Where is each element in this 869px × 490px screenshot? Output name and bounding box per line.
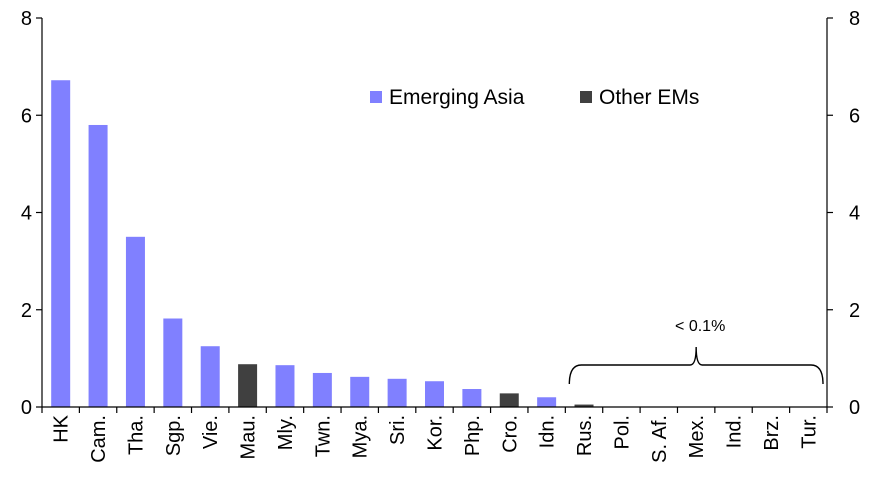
x-tick-label: Brz. bbox=[761, 415, 783, 451]
annotations: < 0.1% bbox=[568, 318, 824, 385]
x-tick-label: Tha. bbox=[125, 415, 147, 455]
bar-sri bbox=[387, 378, 407, 407]
legend-swatch-emerging-asia bbox=[370, 91, 382, 103]
bar-sgp bbox=[163, 318, 183, 407]
bar-rus bbox=[574, 404, 594, 407]
legend-label-other-ems: Other EMs bbox=[599, 86, 699, 109]
bar-cro bbox=[499, 393, 519, 407]
x-tick-label: Twn. bbox=[312, 415, 334, 457]
x-tick-label: Mex. bbox=[686, 415, 708, 458]
x-tick-label: Cro. bbox=[499, 415, 521, 453]
x-tick-label: Php. bbox=[462, 415, 484, 456]
right-y-tick-label: 2 bbox=[849, 300, 860, 322]
bar-hk bbox=[51, 80, 71, 408]
bar-kor bbox=[425, 381, 444, 407]
right-y-tick-label: 0 bbox=[849, 397, 860, 419]
annotation-brace bbox=[568, 346, 824, 385]
x-tick-label: Mly. bbox=[275, 415, 297, 450]
bar-idn bbox=[537, 397, 557, 407]
x-tick-label: Sgp. bbox=[163, 415, 185, 456]
axes: 0 0 2 2 4 4 6 6 8 8 HK Cam. Tha. Sgp. Vie. Mau. Mly. Twn.… bbox=[21, 8, 860, 463]
legend: Emerging Asia Other EMs bbox=[370, 86, 699, 109]
bar-cam bbox=[88, 124, 108, 407]
x-tick-label: Tur. bbox=[798, 415, 820, 449]
left-y-tick-label: 4 bbox=[21, 203, 32, 225]
left-y-tick-label: 8 bbox=[21, 8, 32, 30]
left-y-tick-label: 0 bbox=[21, 397, 32, 419]
x-tick-label: Rus. bbox=[574, 415, 596, 456]
bar-php bbox=[462, 389, 482, 407]
right-y-tick-label: 8 bbox=[849, 8, 860, 30]
x-tick-label: Mya. bbox=[350, 415, 372, 458]
bar-mau bbox=[238, 364, 258, 407]
left-y-tick-label: 6 bbox=[21, 105, 32, 127]
legend-swatch-other-ems bbox=[580, 91, 592, 103]
right-y-tick-label: 6 bbox=[849, 105, 860, 127]
legend-label-emerging-asia: Emerging Asia bbox=[389, 86, 525, 109]
left-y-tick-label: 2 bbox=[21, 300, 32, 322]
x-tick-label: Vie. bbox=[200, 415, 222, 449]
bar-mya bbox=[350, 376, 370, 407]
x-tick-label: Ind. bbox=[724, 415, 746, 448]
plot-area bbox=[51, 80, 594, 408]
x-tick-label: Idn. bbox=[537, 415, 559, 448]
bar-mly bbox=[275, 365, 295, 407]
bar-twn bbox=[312, 372, 332, 407]
x-tick-label: Mau. bbox=[238, 415, 260, 459]
bar-tha bbox=[125, 236, 145, 407]
x-tick-label: Kor. bbox=[425, 415, 447, 451]
x-tick-label: Sri. bbox=[387, 415, 409, 445]
x-tick-label: S. Af. bbox=[649, 415, 671, 463]
right-y-tick-label: 4 bbox=[849, 203, 860, 225]
x-tick-label: Cam. bbox=[88, 415, 110, 463]
x-tick-label: HK bbox=[51, 414, 73, 442]
annotation-label: < 0.1% bbox=[675, 318, 725, 335]
x-tick-label: Pol. bbox=[611, 415, 633, 449]
bar-vie bbox=[200, 346, 220, 407]
